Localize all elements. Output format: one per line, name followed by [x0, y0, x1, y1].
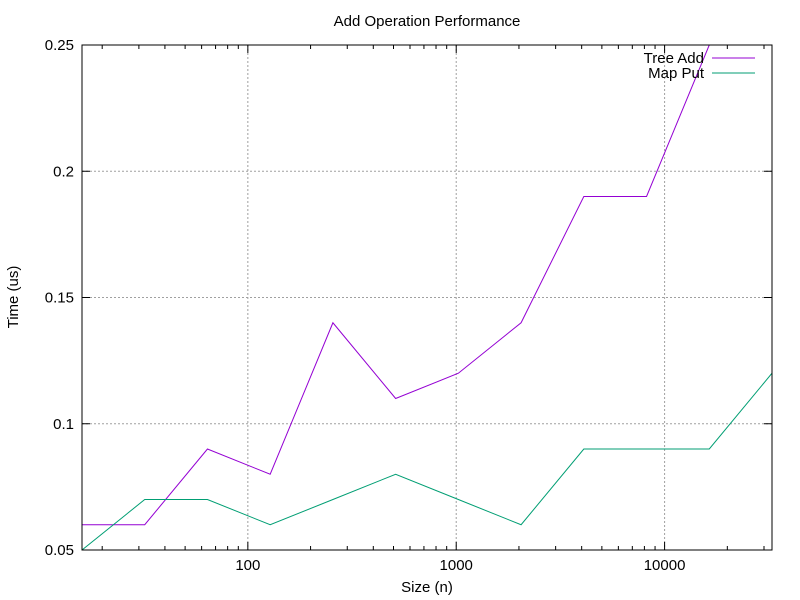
y-tick-label: 0.1 — [53, 416, 74, 433]
legend-label: Tree Add — [644, 50, 704, 67]
y-tick-label: 0.05 — [45, 542, 74, 559]
legend-label: Map Put — [648, 65, 705, 82]
y-tick-label: 0.15 — [45, 290, 74, 307]
series-line-map-put — [82, 372, 772, 550]
x-axis-title: Size (n) — [401, 579, 453, 596]
x-tick-label: 10000 — [644, 557, 686, 574]
y-tick-label: 0.25 — [45, 37, 74, 54]
grid-lines — [82, 45, 772, 550]
x-tick-label: 1000 — [440, 557, 473, 574]
y-tick-label: 0.2 — [53, 163, 74, 180]
axis-ticks: 0.05 0.1 0.15 0.2 0.25 100 1000 10000 — [45, 37, 772, 574]
chart-title: Add Operation Performance — [334, 13, 521, 30]
y-axis-title: Time (us) — [5, 266, 22, 329]
x-tick-label: 100 — [235, 557, 260, 574]
series-lines — [82, 45, 772, 550]
series-line-tree-add — [82, 45, 710, 526]
